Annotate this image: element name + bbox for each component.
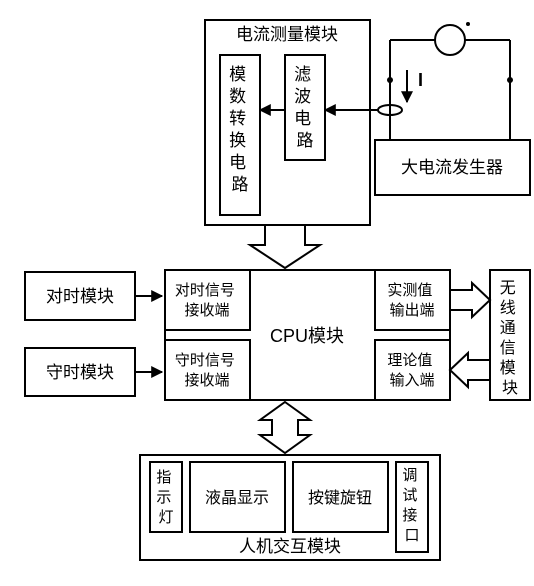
large-current-gen-label: 大电流发生器	[401, 158, 503, 177]
sync-recv-label: 对时信号 接收端	[175, 282, 239, 319]
sync-recv-box	[165, 270, 250, 330]
filter-circuit-label: 滤 波 电 路	[294, 65, 316, 150]
cpu-module-label: CPU模块	[270, 326, 344, 346]
source-circle	[435, 25, 465, 55]
debug-port-label: 调 试 接 口	[402, 467, 421, 544]
theory-in-label: 理论值 输入端	[387, 352, 436, 389]
measured-out-label: 实测值 输出端	[387, 282, 436, 319]
current-measure-module-label: 电流测量模块	[236, 25, 338, 44]
current-I-label: I	[418, 70, 423, 90]
hmi-module-label: 人机交互模块	[239, 537, 341, 556]
source-dot	[466, 22, 470, 26]
measured-out-box	[375, 270, 450, 330]
sync-module-label: 对时模块	[46, 287, 114, 306]
block-arrow-down-top	[250, 225, 320, 268]
indicator-label: 指 示 灯	[156, 469, 175, 526]
block-arrow-wireless-to-theory	[450, 353, 490, 387]
block-arrow-bidir	[260, 402, 310, 453]
adc-circuit-label: 模 数 转 换 电 路	[229, 65, 251, 194]
wireless-module-label: 无 线 通 信 模 块	[500, 280, 520, 397]
keep-time-module-label: 守时模块	[46, 363, 114, 382]
keep-recv-box	[165, 340, 250, 400]
theory-in-box	[375, 340, 450, 400]
keep-recv-label: 守时信号 接收端	[175, 352, 239, 389]
lcd-label: 液晶显示	[205, 489, 269, 507]
button-knob-label: 按键旋钮	[308, 489, 372, 507]
block-arrow-measured-to-wireless	[450, 283, 490, 317]
system-block-diagram: 电流测量模块 模 数 转 换 电 路 滤 波 电 路 大电流发生器 I CPU模…	[10, 10, 534, 571]
